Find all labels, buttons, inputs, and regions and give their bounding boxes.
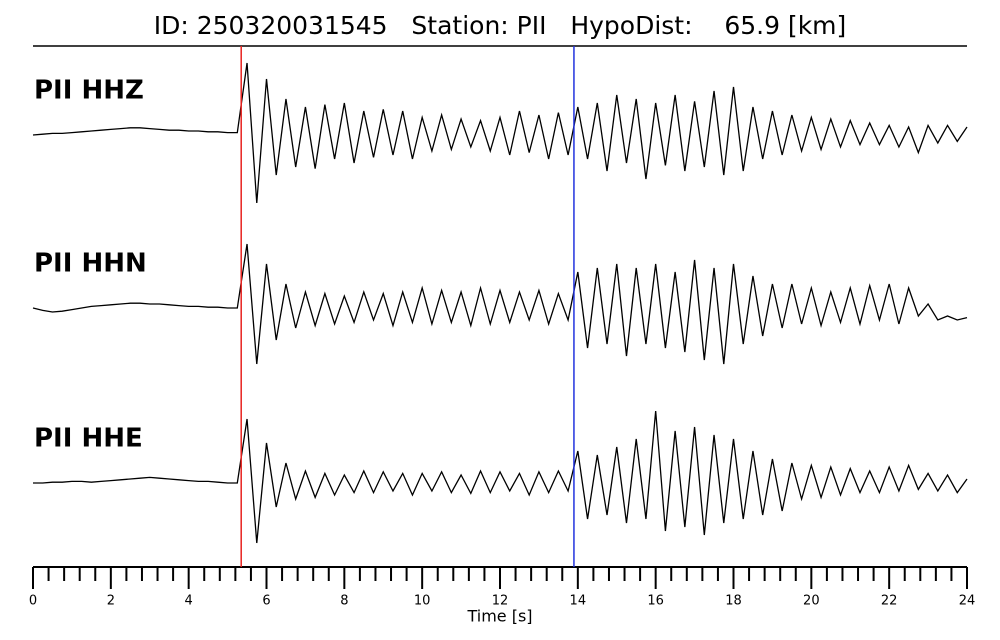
- x-axis-label: Time [s]: [466, 607, 532, 626]
- x-tick-label: 16: [647, 594, 664, 609]
- trace-label: PII HHN: [34, 249, 147, 279]
- x-tick-label: 2: [107, 594, 115, 609]
- trace-label: PII HHE: [34, 424, 143, 454]
- chart-title: ID: 250320031545 Station: PII HypoDist: …: [154, 11, 847, 40]
- x-tick-label: 8: [340, 594, 348, 609]
- waveform: [33, 410, 968, 544]
- x-tick-label: 6: [262, 594, 270, 609]
- x-tick-label: 20: [803, 594, 820, 609]
- x-tick-label: 12: [492, 594, 509, 609]
- x-tick-label: 24: [959, 594, 976, 609]
- x-tick-label: 10: [414, 594, 431, 609]
- x-tick-label: 22: [881, 594, 898, 609]
- x-tick-label: 0: [29, 594, 37, 609]
- x-tick-label: 4: [185, 594, 193, 609]
- x-tick-label: 18: [725, 594, 742, 609]
- waveform: [32, 62, 968, 204]
- x-tick-label: 14: [570, 594, 587, 609]
- waveform: [32, 243, 968, 365]
- trace-label: PII HHZ: [34, 76, 144, 106]
